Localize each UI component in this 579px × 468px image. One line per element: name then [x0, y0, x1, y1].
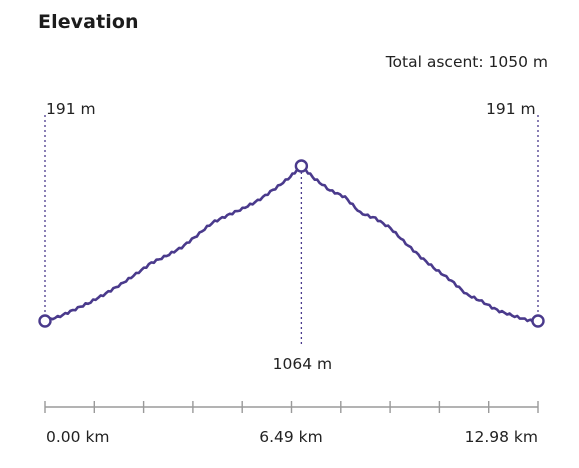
x-tick-label-end: 12.98 km [465, 428, 538, 446]
x-tick-label-start: 0.00 km [46, 428, 110, 446]
start-marker-dot[interactable] [38, 314, 52, 328]
widget-title: Elevation [38, 11, 139, 33]
x-axis-ticks [44, 401, 539, 413]
end-elevation-label: 191 m [486, 100, 536, 118]
total-ascent-label: Total ascent: 1050 m [385, 53, 548, 71]
peak-marker-dot[interactable] [294, 159, 309, 173]
end-marker-dot[interactable] [531, 314, 545, 328]
start-elevation-label: 191 m [46, 100, 96, 118]
elevation-profile-line[interactable] [43, 165, 540, 323]
peak-elevation-label: 1064 m [273, 355, 332, 373]
x-tick-label-mid: 6.49 km [259, 428, 323, 446]
